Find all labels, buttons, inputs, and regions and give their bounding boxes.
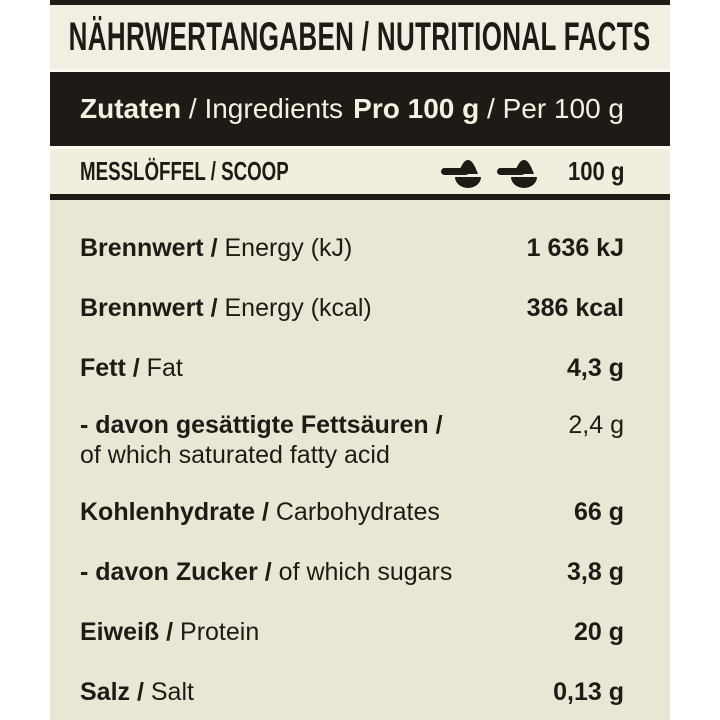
nutrient-label: - davon Zucker / of which sugars — [80, 558, 453, 586]
ingredients-header: Zutaten / Ingredients — [80, 93, 343, 124]
nutrient-value: 4,3 g — [567, 354, 624, 382]
scoop-icon — [440, 159, 481, 188]
nutrient-label: - davon gesättigte Fettsäuren / of which… — [80, 411, 443, 469]
nutrient-value: 3,8 g — [567, 558, 624, 586]
page-title: NÄHRWERTANGABEN / NUTRITIONAL FACTS — [69, 14, 651, 59]
nutrient-value: 2,4 g — [568, 411, 624, 439]
scoop-amount-group: 100 g — [440, 155, 624, 189]
nutrition-row: Brennwert / Energy (kJ) 1 636 kJ — [80, 218, 624, 278]
scoop-icon — [496, 159, 537, 188]
nutrition-row: Kohlenhydrate / Carbohydrates 66 g — [80, 482, 624, 542]
nutrient-label: Brennwert / Energy (kcal) — [80, 294, 372, 322]
nutrition-label: NÄHRWERTANGABEN / NUTRITIONAL FACTS Zuta… — [50, 0, 670, 720]
nutrition-row: Eiweiß / Protein 20 g — [80, 602, 624, 662]
nutrient-label: Brennwert / Energy (kJ) — [80, 234, 353, 262]
nutrition-table: Brennwert / Energy (kJ) 1 636 kJ Brennwe… — [50, 200, 670, 720]
nutrition-row: - davon gesättigte Fettsäuren / of which… — [80, 398, 624, 482]
nutrient-value: 1 636 kJ — [526, 234, 624, 262]
title-band: NÄHRWERTANGABEN / NUTRITIONAL FACTS — [50, 5, 670, 72]
nutrition-row: Salz / Salt 0,13 g — [80, 662, 624, 720]
scoop-label: MESSLÖFFEL / SCOOP — [80, 156, 289, 186]
scoop-icons — [440, 155, 547, 189]
scoop-row: MESSLÖFFEL / SCOOP 100 g — [50, 149, 670, 194]
nutrient-label: Salz / Salt — [80, 678, 194, 706]
nutrient-label: Kohlenhydrate / Carbohydrates — [80, 498, 440, 526]
table-header: Zutaten / Ingredients Pro 100 g / Per 10… — [50, 72, 670, 149]
nutrient-label: Eiweiß / Protein — [80, 618, 260, 646]
per-100g-header: Pro 100 g / Per 100 g — [353, 93, 624, 124]
nutrient-value: 20 g — [573, 618, 624, 646]
top-divider — [50, 0, 670, 5]
scoop-amount: 100 g — [567, 156, 624, 186]
nutrient-value: 0,13 g — [553, 678, 624, 706]
nutrient-value: 386 kcal — [526, 294, 624, 322]
nutrition-row: Brennwert / Energy (kcal) 386 kcal — [80, 278, 624, 338]
nutrition-row: Fett / Fat 4,3 g — [80, 338, 624, 398]
nutrition-row: - davon Zucker / of which sugars 3,8 g — [80, 542, 624, 602]
header-divider — [50, 194, 670, 200]
nutrient-value: 66 g — [573, 498, 624, 526]
nutrient-label: Fett / Fat — [80, 354, 183, 382]
